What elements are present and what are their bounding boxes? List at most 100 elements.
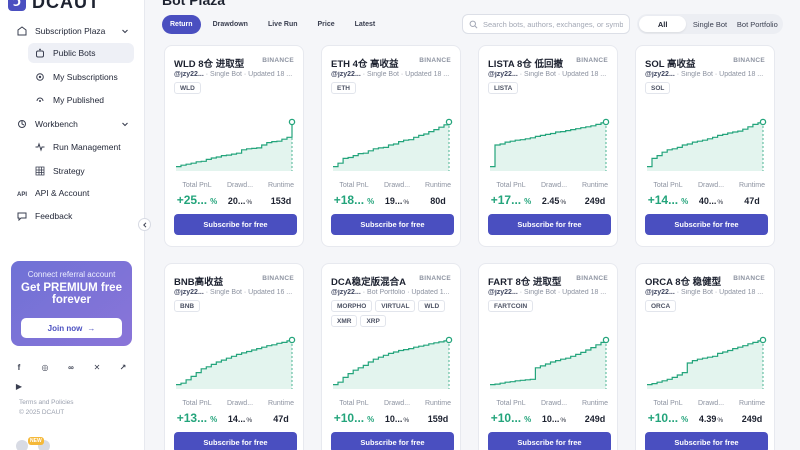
runtime-value: 47d	[273, 414, 289, 424]
total-pnl-value: +14...%	[647, 193, 689, 207]
sort-tab-latest[interactable]: Latest	[354, 21, 376, 28]
author-handle[interactable]: @jzy22...	[174, 71, 204, 78]
facebook-icon[interactable]: f	[17, 362, 21, 372]
nav-strategy[interactable]: Strategy	[28, 161, 134, 181]
filter-single-bot[interactable]: Single Bot	[692, 19, 728, 29]
subscribe-button[interactable]: Subscribe for free	[488, 214, 611, 235]
nav-run-management[interactable]: Run Management	[28, 137, 134, 157]
author-handle[interactable]: @jzy22...	[331, 289, 361, 296]
stat-labels: Total PnL Drawd... Runtime	[165, 400, 305, 407]
bot-title[interactable]: ETH 4仓 高收益	[331, 59, 399, 70]
subscribe-button[interactable]: Subscribe for free	[174, 432, 297, 450]
avatar[interactable]	[38, 440, 50, 450]
pnl-chart	[490, 336, 610, 389]
bot-card[interactable]: SOL 高收益 BINANCE @jzy22... · Single Bot ·…	[635, 45, 775, 247]
bot-meta-text: · Single Bot · Updated 18 ...	[362, 71, 450, 78]
sort-tab-price[interactable]: Price	[317, 21, 335, 28]
runtime-value: 80d	[430, 196, 446, 206]
author-handle[interactable]: @jzy22...	[331, 71, 361, 78]
drawdown-label: Drawd...	[540, 400, 568, 407]
youtube-icon[interactable]: ▶	[15, 381, 23, 391]
bot-meta-text: · Single Bot · Updated 18 ...	[519, 71, 607, 78]
collapse-sidebar-button[interactable]	[138, 218, 151, 231]
bot-card[interactable]: ORCA 8仓 稳健型 BINANCE @jzy22... · Single B…	[635, 263, 775, 450]
nav-subscription-plaza[interactable]: Subscription Plaza	[17, 22, 129, 40]
pnl-label: Total PnL	[496, 400, 526, 407]
symbol-tags: ETH	[331, 82, 455, 94]
filter-all[interactable]: All	[639, 16, 687, 32]
bot-title[interactable]: DCA稳定版混合A	[331, 277, 406, 288]
pnl-line	[333, 340, 450, 386]
subscribe-button[interactable]: Subscribe for free	[331, 214, 454, 235]
bot-card[interactable]: WLD 8仓 进取型 BINANCE @jzy22... · Single Bo…	[164, 45, 304, 247]
brand-logo[interactable]: Ↄ DCAUT	[8, 0, 100, 12]
symbol-tag: WLD	[418, 300, 446, 312]
pnl-line	[176, 122, 293, 168]
stat-values: +25...% 20...% 153d	[165, 193, 305, 207]
author-handle[interactable]: @jzy22...	[488, 289, 518, 296]
nav-my-published[interactable]: My Published	[28, 90, 134, 110]
exchange-badge: BINANCE	[733, 275, 765, 282]
bot-card[interactable]: LISTA 8仓 低回撤 BINANCE @jzy22... · Single …	[478, 45, 618, 247]
x-twitter-icon[interactable]: ✕	[93, 362, 101, 372]
exchange-badge: BINANCE	[576, 275, 608, 282]
symbol-tags: ORCA	[645, 300, 769, 312]
symbol-tag: MORPHO	[331, 300, 373, 312]
subscribe-button[interactable]: Subscribe for free	[488, 432, 611, 450]
author-handle[interactable]: @jzy22...	[645, 289, 675, 296]
bot-meta: @jzy22... · Single Bot · Updated 18 ...	[645, 71, 769, 78]
gear-icon	[35, 72, 45, 82]
stat-labels: Total PnL Drawd... Runtime	[322, 400, 462, 407]
author-handle[interactable]: @jzy22...	[488, 71, 518, 78]
bot-card[interactable]: BNB高收益 BINANCE @jzy22... · Single Bot · …	[164, 263, 304, 450]
stat-values: +13...% 14...% 47d	[165, 411, 305, 425]
subscribe-button[interactable]: Subscribe for free	[645, 214, 768, 235]
bot-meta: @jzy22... · Single Bot · Updated 18 ...	[331, 71, 455, 78]
symbol-tag: WLD	[174, 82, 201, 94]
subscribe-button[interactable]: Subscribe for free	[331, 432, 454, 450]
bot-title[interactable]: FART 8仓 进取型	[488, 277, 562, 288]
author-handle[interactable]: @jzy22...	[645, 71, 675, 78]
bot-title[interactable]: ORCA 8仓 稳健型	[645, 277, 722, 288]
nav-public-bots[interactable]: Public Bots	[28, 43, 134, 63]
pnl-area	[333, 340, 449, 389]
bot-meta-text: · Single Bot · Updated 18 ...	[676, 71, 764, 78]
join-now-button[interactable]: Join now →	[21, 318, 122, 338]
bot-meta: @jzy22... · Single Bot · Updated 18 ...	[174, 71, 298, 78]
subscribe-button[interactable]: Subscribe for free	[645, 432, 768, 450]
sort-tab-drawdown[interactable]: Drawdown	[212, 21, 248, 28]
symbol-tags: LISTA	[488, 82, 612, 94]
terms-link[interactable]: Terms and Policies	[19, 399, 74, 406]
instagram-icon[interactable]: ◎	[41, 362, 49, 372]
bot-card[interactable]: DCA稳定版混合A BINANCE @jzy22... · Bot Portfo…	[321, 263, 461, 450]
sort-tab-return[interactable]: Return	[162, 15, 201, 34]
nav-label: Feedback	[35, 211, 73, 221]
stat-labels: Total PnL Drawd... Runtime	[636, 400, 776, 407]
symbol-tag: XMR	[331, 315, 358, 327]
svg-text:API: API	[17, 192, 27, 198]
bot-title[interactable]: BNB高收益	[174, 277, 224, 288]
avatar[interactable]	[16, 440, 28, 450]
symbol-tag: BNB	[174, 300, 201, 312]
filter-bot-portfolio[interactable]: Bot Portfolio	[736, 19, 778, 29]
nav-api-account[interactable]: API API & Account	[17, 184, 89, 202]
brand-name: DCAUT	[32, 0, 100, 12]
nav-workbench[interactable]: Workbench	[17, 115, 129, 133]
bot-card[interactable]: FART 8仓 进取型 BINANCE @jzy22... · Single B…	[478, 263, 618, 450]
pnl-end-point	[602, 118, 610, 126]
sort-tab-live-run[interactable]: Live Run	[267, 21, 298, 28]
subscribe-button[interactable]: Subscribe for free	[174, 214, 297, 235]
bot-title[interactable]: LISTA 8仓 低回撤	[488, 59, 563, 70]
link-icon[interactable]: ∞	[68, 362, 74, 372]
nav-my-subscriptions[interactable]: My Subscriptions	[28, 67, 134, 87]
bot-title[interactable]: WLD 8仓 进取型	[174, 59, 245, 70]
drawdown-label: Drawd...	[540, 182, 568, 189]
nav-feedback[interactable]: Feedback	[17, 207, 72, 225]
sort-tabs: Return Drawdown Live Run Price Latest	[162, 15, 387, 34]
drawdown-label: Drawd...	[383, 400, 411, 407]
author-handle[interactable]: @jzy22...	[174, 289, 204, 296]
chart-icon[interactable]: ↗	[119, 362, 127, 372]
bot-card[interactable]: ETH 4仓 高收益 BINANCE @jzy22... · Single Bo…	[321, 45, 461, 247]
search-input[interactable]	[483, 19, 623, 29]
bot-title[interactable]: SOL 高收益	[645, 59, 696, 70]
